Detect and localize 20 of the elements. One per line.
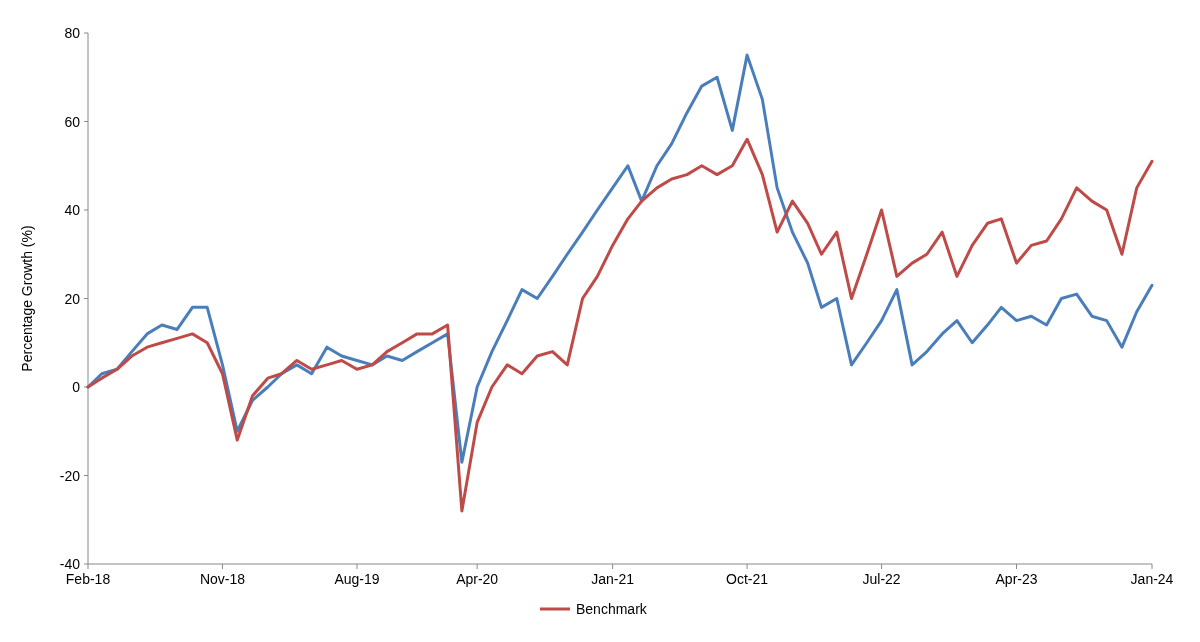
x-tick-label: Apr-23 [995, 571, 1038, 587]
y-tick-label: 20 [64, 290, 81, 307]
y-tick-label: -20 [59, 467, 81, 484]
y-tick-label: 80 [64, 25, 81, 41]
x-tick-label: Nov-18 [199, 571, 246, 587]
x-tick-label: Oct-21 [726, 571, 769, 587]
legend-label: Benchmark [576, 600, 648, 617]
y-axis-title: Percentage Growth (%) [19, 225, 35, 372]
x-tick-label: Aug-19 [334, 571, 380, 587]
x-tick-label: Jul-22 [862, 571, 901, 587]
y-tick-label: 60 [64, 113, 81, 130]
x-tick-label: Jan-21 [591, 571, 635, 587]
y-tick-label: -40 [59, 556, 81, 572]
line-series [86, 53, 1154, 464]
x-tick-label: Jan-24 [1130, 571, 1174, 587]
y-tick-label: 40 [64, 202, 81, 218]
x-tick-label: Apr-20 [456, 571, 499, 587]
x-tick-label: Feb-18 [65, 571, 111, 587]
line-series [86, 137, 1154, 513]
y-tick-label: 0 [72, 379, 81, 395]
